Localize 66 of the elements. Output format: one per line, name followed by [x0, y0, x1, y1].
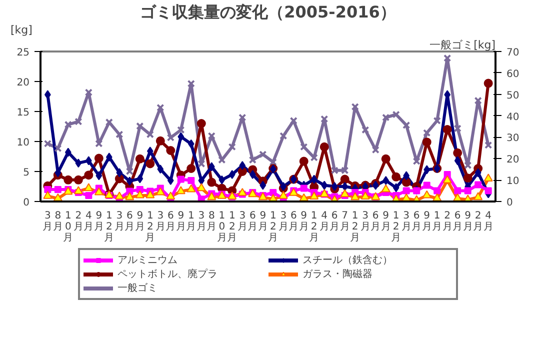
x-tick-label: 2月: [442, 210, 452, 232]
chart-title: ゴミ収集量の変化（2005-2016）: [140, 2, 396, 22]
legend-label: 一般ゴミ: [118, 282, 158, 295]
x-tick-label: 3月: [42, 210, 53, 232]
x-tick-label: 12月: [268, 210, 278, 244]
x-tick-label: 6月: [124, 210, 135, 232]
x-tick-label: 9月: [94, 210, 104, 232]
x-tick-label: 2月: [73, 210, 84, 232]
x-tick-label: 3月: [278, 210, 288, 232]
y-tick-label: 5: [23, 168, 30, 178]
x-tick-label: 6月: [452, 210, 463, 232]
legend-label: アルミニウム: [118, 254, 178, 267]
x-tick-label: 6月: [330, 210, 340, 232]
y2-tick-label: 30: [506, 133, 520, 144]
x-tick-label: 12月: [145, 210, 156, 244]
x-tick-label: 12月: [104, 210, 114, 244]
x-tick-label: 7月: [340, 210, 350, 232]
y2-tick-label: 40: [506, 112, 520, 123]
x-tick-label: 4月: [483, 210, 494, 232]
x-tick-label: 12月: [309, 210, 320, 244]
x-tick-label: 6月: [288, 210, 299, 232]
legend-label: ガラス・陶磁器: [302, 268, 374, 281]
x-tick-label: 8月: [52, 210, 63, 232]
x-tick-label: 3月: [360, 210, 370, 232]
y-axis-title: [kg]: [10, 24, 32, 36]
y-tick-label: 25: [16, 48, 30, 58]
y2-tick-label: 20: [506, 154, 520, 166]
x-tick-label: 9月: [380, 210, 391, 232]
y2-tick-label: 60: [506, 68, 520, 80]
x-tick-label: 9月: [258, 210, 268, 232]
x-tick-label: 8月: [206, 210, 217, 232]
x-tick-label: 9月: [134, 210, 145, 232]
x-tick-label: 6月: [166, 210, 176, 232]
legend-label: ペットボトル、廃プラ: [118, 268, 218, 281]
x-tick-label: 3月: [155, 210, 166, 232]
x-tick-label: 10月: [63, 210, 74, 244]
y2-tick-label: 10: [506, 176, 520, 188]
x-tick-label: 3月: [237, 210, 248, 232]
y2-tick-label: 50: [506, 90, 520, 102]
x-tick-label: 9月: [298, 210, 309, 232]
x-tick-label: 9月: [176, 210, 186, 232]
x-tick-label: 6月: [370, 210, 381, 232]
x-tick-label: 9月: [422, 210, 432, 232]
x-tick-label: 3月: [114, 210, 124, 232]
y2-tick-label: 70: [506, 48, 520, 58]
x-tick-label: 12月: [227, 210, 238, 244]
x-tick-label: 3月: [196, 210, 206, 232]
y-tick-label: 0: [23, 198, 30, 208]
x-tick-label: 12月: [391, 210, 402, 244]
legend-label: スチール（鉄含む）: [302, 254, 394, 267]
y-tick-label: 15: [16, 108, 30, 118]
x-tick-label: 4月: [319, 210, 330, 232]
x-tick-label: 6月: [248, 210, 258, 232]
x-tick-label: 1月: [432, 210, 442, 232]
x-tick-label: 12月: [350, 210, 360, 244]
y2-axis-title: 一般ゴミ[kg]: [430, 38, 496, 52]
x-tick-label: 3月: [401, 210, 412, 232]
x-tick-label: 10月: [216, 210, 227, 244]
x-tick-label: 2月: [473, 210, 484, 232]
y-tick-label: 10: [16, 138, 30, 148]
x-tick-label: 4月: [84, 210, 94, 232]
y2-tick-label: 0: [506, 198, 513, 208]
y-tick-label: 20: [16, 78, 30, 88]
x-tick-label: 1月: [186, 210, 196, 232]
x-tick-label: 6月: [412, 210, 422, 232]
x-tick-label: 9月: [462, 210, 473, 232]
